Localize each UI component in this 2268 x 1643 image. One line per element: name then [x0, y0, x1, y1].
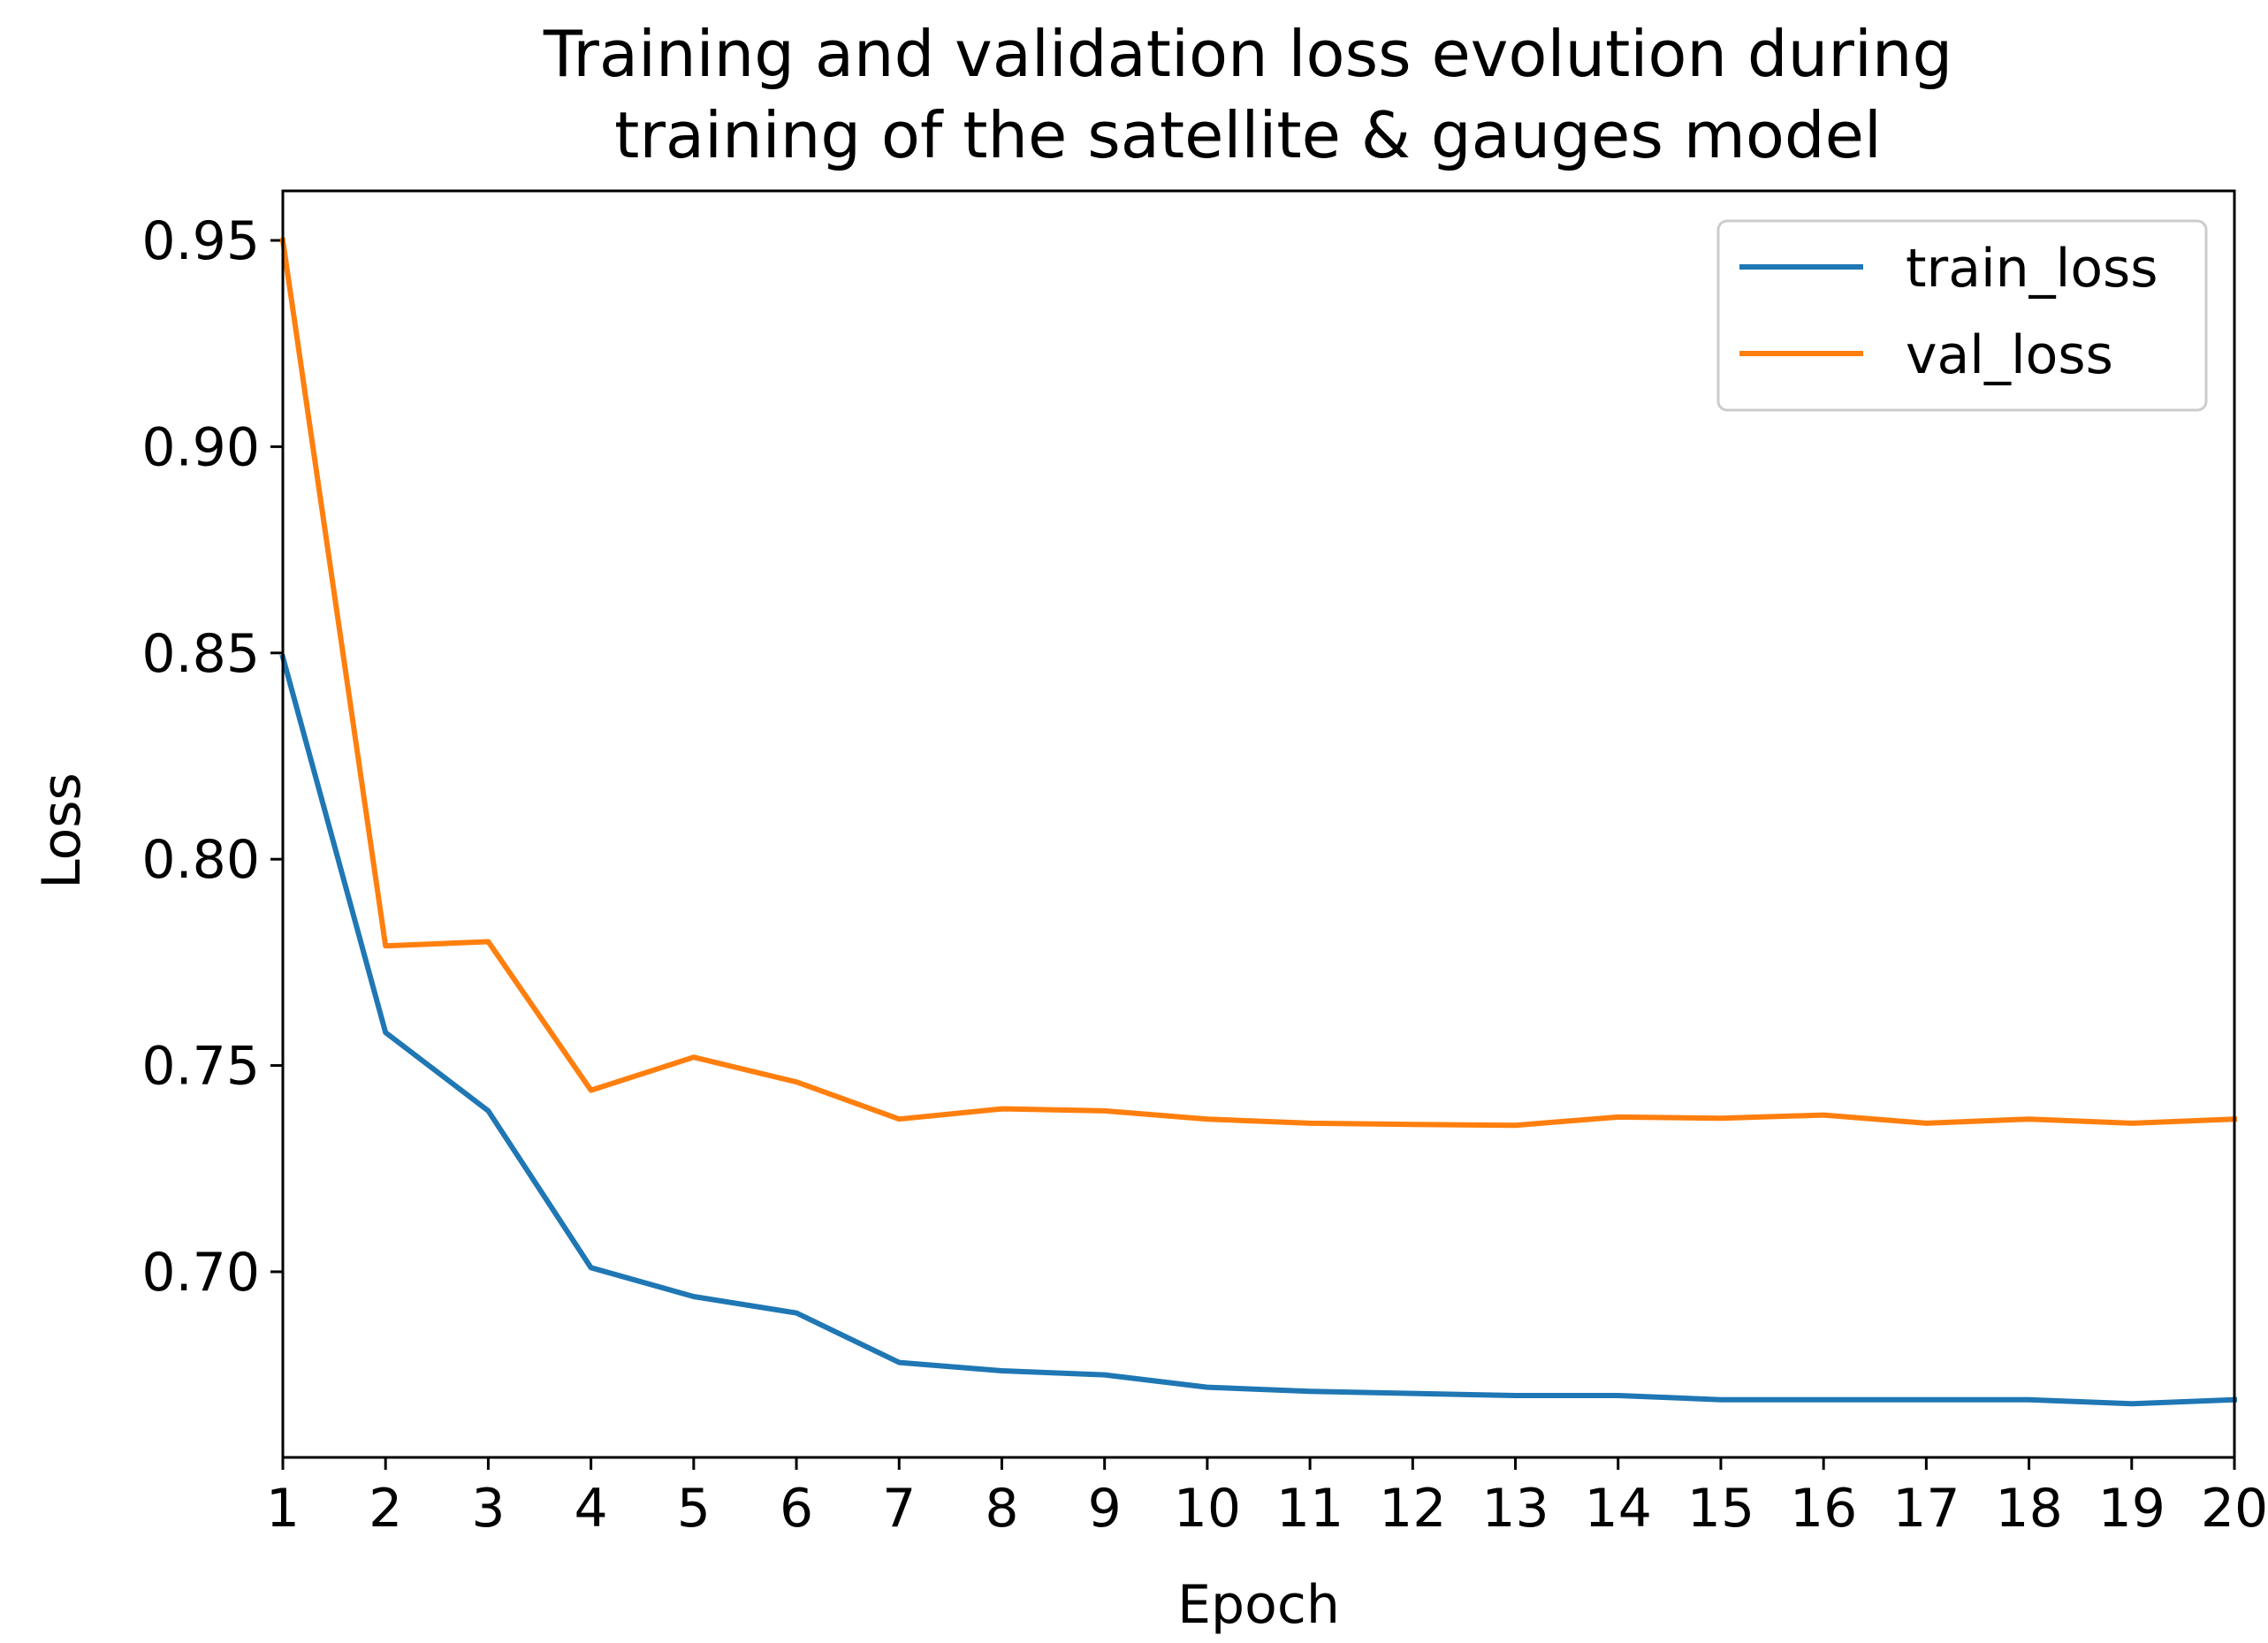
x-tick-label: 11: [1276, 1478, 1343, 1540]
x-tick-label: 10: [1174, 1478, 1241, 1540]
x-tick-label: 6: [780, 1478, 813, 1540]
x-tick-label: 4: [575, 1478, 608, 1540]
x-tick-label: 7: [882, 1478, 916, 1540]
x-tick-label: 15: [1687, 1478, 1754, 1540]
x-tick-label: 8: [985, 1478, 1018, 1540]
x-tick-label: 1: [266, 1478, 300, 1540]
series-lines: [279, 237, 2238, 1407]
x-axis-label: Epoch: [1177, 1574, 1340, 1636]
y-tick-label: 0.95: [141, 210, 260, 272]
x-tick-label: 17: [1892, 1478, 1960, 1540]
x-tick-label: 19: [2098, 1478, 2165, 1540]
x-tick-label: 16: [1790, 1478, 1857, 1540]
legend-label-val-loss: val_loss: [1906, 324, 2113, 386]
chart-title-line-1: Training and validation loss evolution d…: [543, 17, 1952, 91]
axis-ticks: 0.700.750.800.850.900.951 2 3 4 5 6 7 8 9 10 11 12 1…: [141, 210, 2268, 1540]
x-tick-label: 18: [1995, 1478, 2062, 1540]
x-tick-label: 9: [1088, 1478, 1122, 1540]
chart-title-line-2: training of the satellite & gauges model: [614, 98, 1882, 172]
x-tick-label: 3: [471, 1478, 505, 1540]
series-line-val-loss: [279, 237, 2238, 1129]
x-tick-label: 14: [1585, 1478, 1652, 1540]
legend-label-train-loss: train_loss: [1906, 238, 2158, 300]
x-tick-label: 2: [369, 1478, 402, 1540]
y-tick-label: 0.85: [141, 623, 260, 685]
y-tick-label: 0.80: [141, 829, 260, 891]
y-tick-label: 0.70: [141, 1242, 260, 1304]
x-tick-label: 13: [1481, 1478, 1549, 1540]
x-tick-label: 12: [1379, 1478, 1446, 1540]
series-line-train-loss: [279, 653, 2238, 1407]
y-tick-label: 0.75: [141, 1036, 260, 1098]
x-tick-label: 20: [2201, 1478, 2268, 1540]
legend: train_loss val_loss: [1716, 219, 2208, 412]
plot-frame: [281, 189, 2236, 1459]
x-tick-label: 5: [677, 1478, 711, 1540]
y-tick-label: 0.90: [141, 416, 260, 478]
y-axis-label: Loss: [31, 772, 93, 889]
